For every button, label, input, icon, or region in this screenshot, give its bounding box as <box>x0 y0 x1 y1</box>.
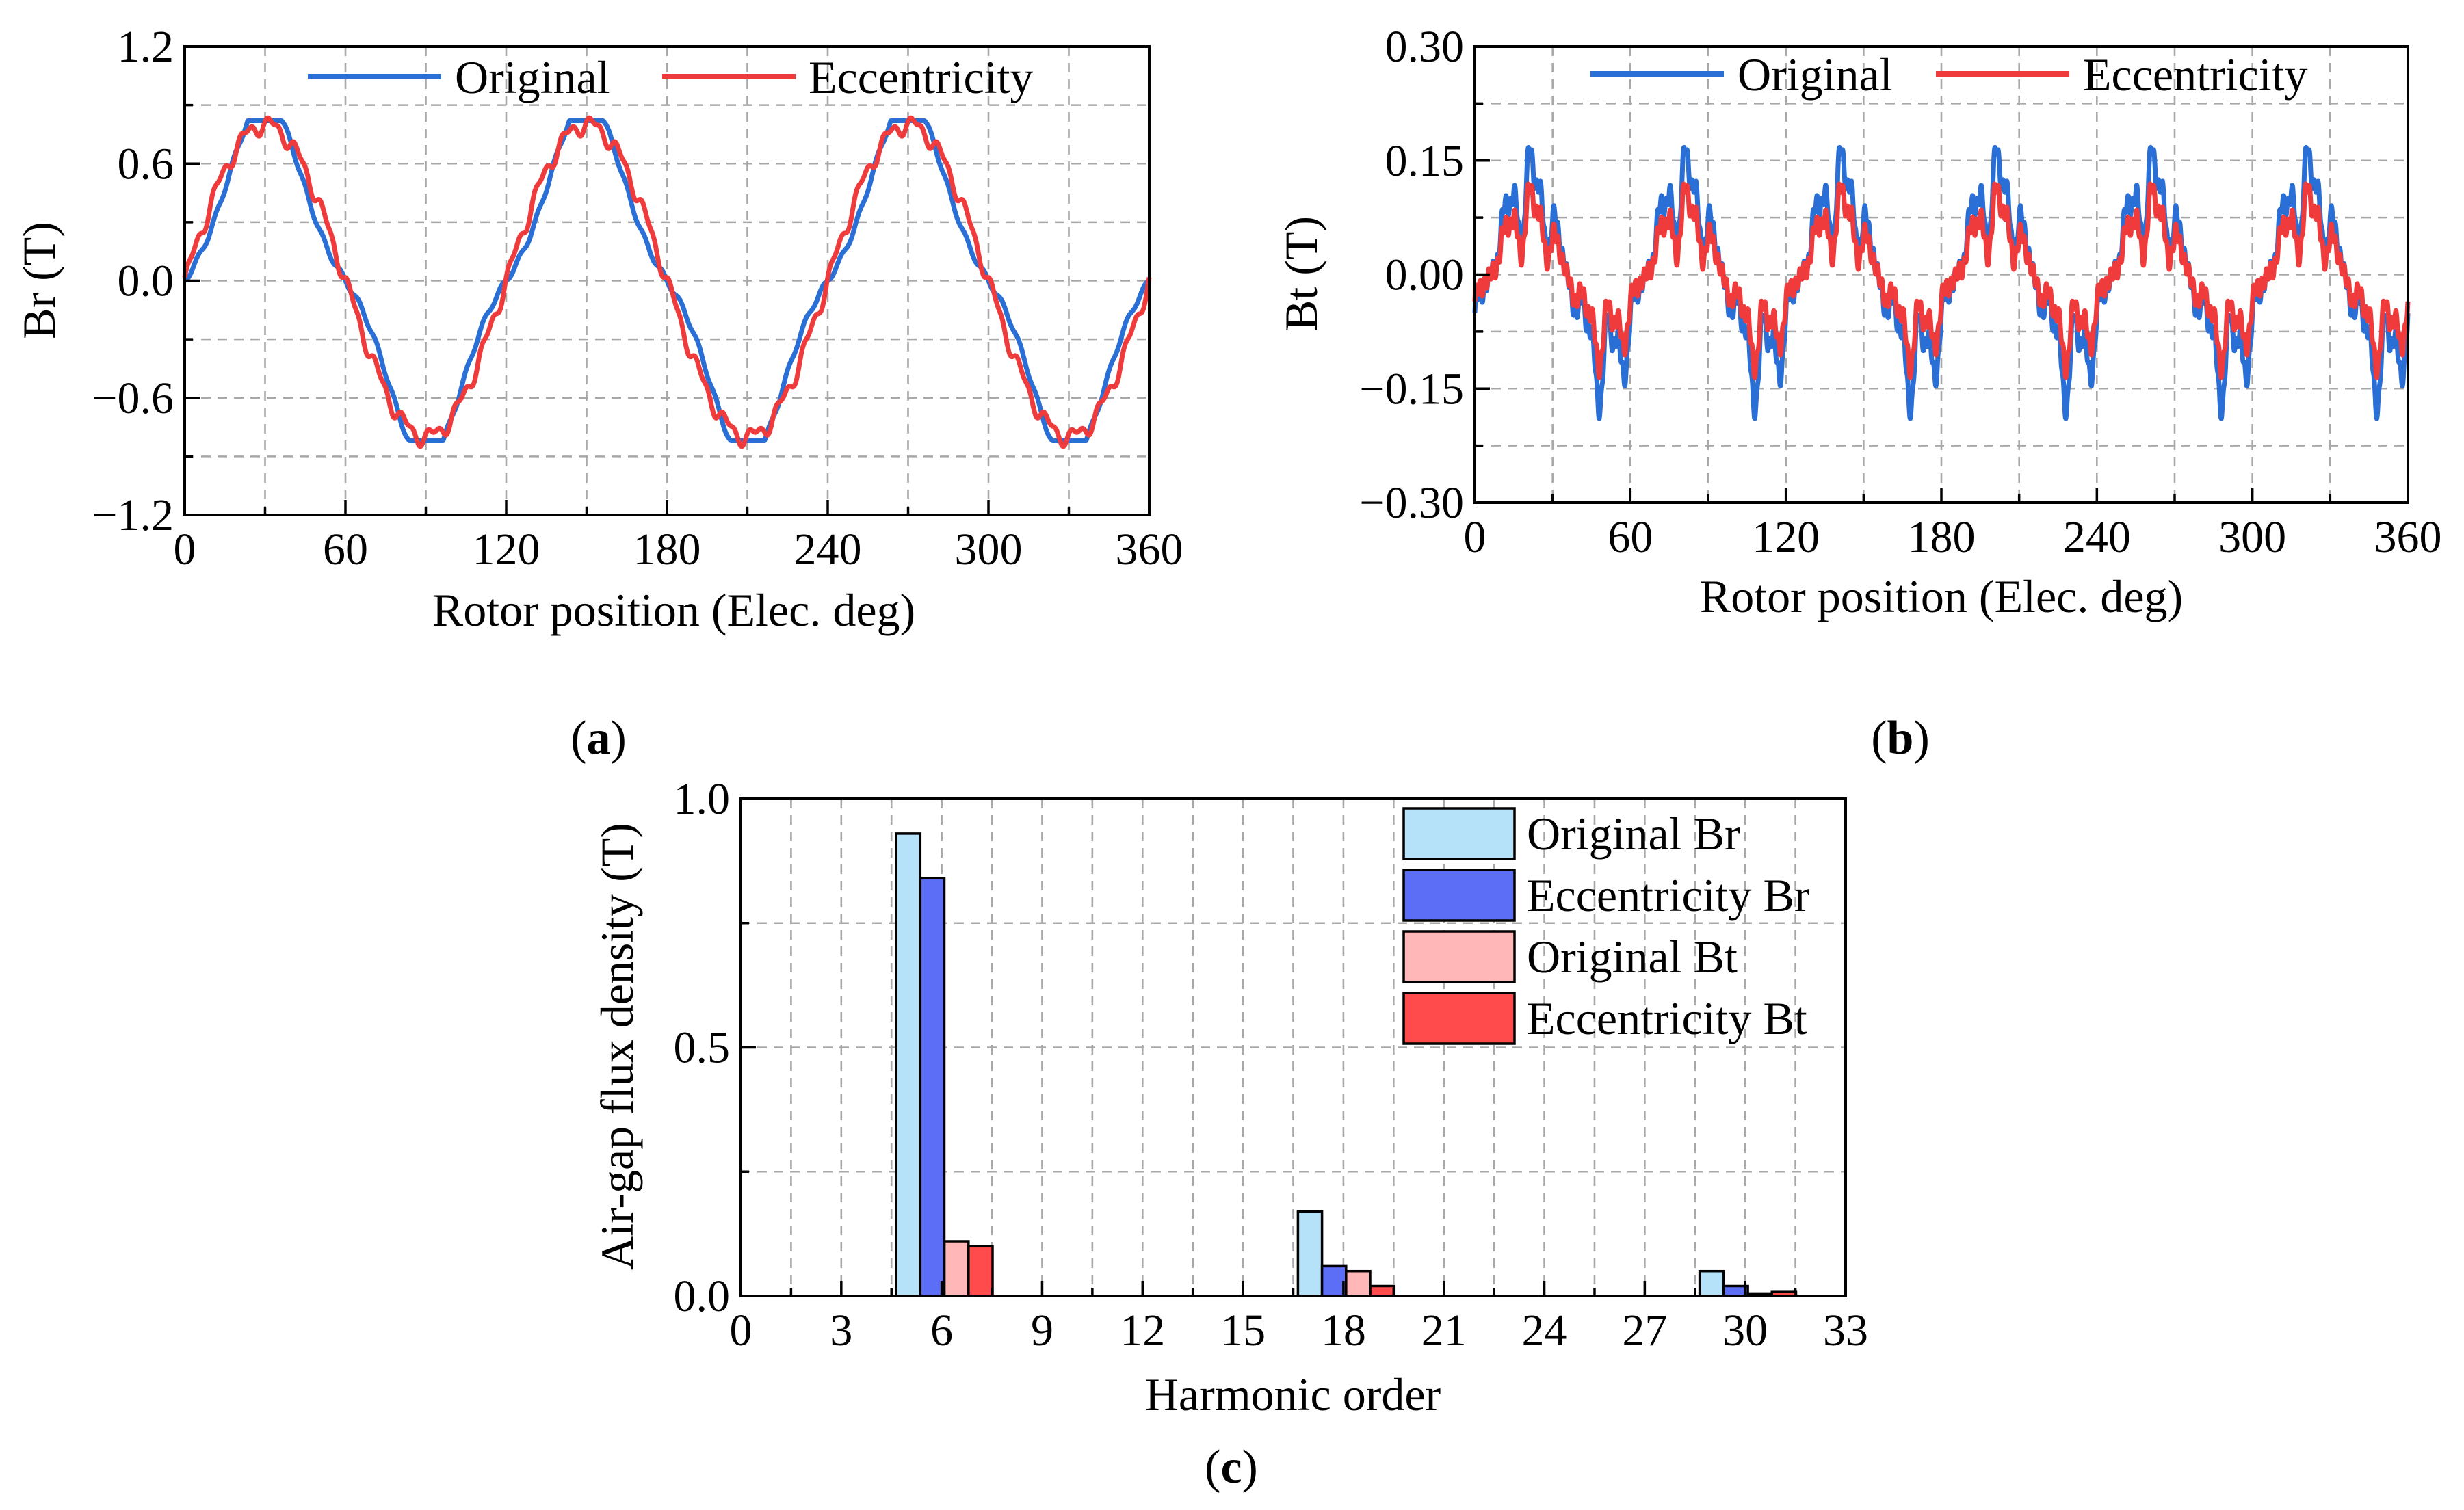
a-xtick-label: 120 <box>473 525 540 574</box>
b-xtick-label: 120 <box>1752 512 1820 562</box>
b-xtick-label: 240 <box>2063 512 2131 562</box>
panel-a-chart: 0 60 120 180 240 300 360 −1.2 −0.6 0.0 0.6 1.2 Br (… <box>13 22 1183 765</box>
a-legend-eccentricity-label: Eccentricity <box>809 51 1033 103</box>
a-xtick-label: 60 <box>323 525 368 574</box>
b-ytick-label: −0.15 <box>1359 364 1464 414</box>
c-xtick-label: 12 <box>1120 1306 1165 1355</box>
c-bar-original-br-h29 <box>1698 1269 1725 1297</box>
c-bar-eccentricity-bt-h17 <box>1369 1284 1396 1297</box>
c-ticks: 0 3 6 9 12 15 18 21 24 27 30 33 0.0 0.5 1.0 <box>674 774 1869 1355</box>
a-legend: Original Eccentricity <box>308 51 1033 103</box>
b-series-group <box>1472 144 2411 421</box>
c-xlabel: Harmonic order <box>1145 1368 1441 1420</box>
c-ytick-label: 0.5 <box>674 1023 731 1073</box>
c-legend-original-bt-label: Original Bt <box>1527 931 1738 983</box>
c-legend-original-bt-swatch <box>1402 930 1516 983</box>
a-xtick-label: 0 <box>174 525 196 574</box>
c-legend-eccentricity-bt-swatch <box>1402 992 1516 1045</box>
b-ticks: 0 60 120 180 240 300 360 −0.30 −0.15 0.00 0.15 0.30 <box>1359 22 2441 562</box>
b-ytick-label: −0.30 <box>1359 478 1464 528</box>
a-ytick-label: 0.6 <box>118 139 174 189</box>
c-bar-original-bt-h5 <box>943 1240 970 1297</box>
c-ytick-label: 1.0 <box>674 774 731 824</box>
c-legend-eccentricity-br-swatch <box>1402 869 1516 922</box>
b-legend-original-label: Original <box>1738 49 1893 101</box>
panel-b-chart: 0 60 120 180 240 300 360 −0.30 −0.15 0.00 0.15 0.30… <box>1275 22 2442 765</box>
c-legend-original-br-label: Original Br <box>1527 808 1740 860</box>
a-xtick-label: 180 <box>633 525 701 574</box>
c-xtick-label: 3 <box>830 1306 852 1355</box>
c-bar-eccentricity-br-h5 <box>919 877 946 1297</box>
c-legend-original-br-swatch <box>1402 807 1516 860</box>
c-caption-letter: c <box>1220 1441 1242 1494</box>
b-legend: Original Eccentricity <box>1590 49 2307 101</box>
b-ytick-label: 0.00 <box>1385 250 1465 300</box>
c-bars-group <box>895 832 1798 1297</box>
b-xtick-label: 0 <box>1464 512 1486 562</box>
b-ytick-label: 0.30 <box>1385 22 1465 72</box>
a-series-group <box>182 115 1152 449</box>
b-legend-eccentricity-label: Eccentricity <box>2083 49 2307 101</box>
c-xtick-label: 15 <box>1220 1306 1266 1355</box>
c-xtick-label: 30 <box>1722 1306 1768 1355</box>
c-legend: Original Br Eccentricity Br Original Bt … <box>1402 807 1810 1045</box>
c-xtick-label: 9 <box>1031 1306 1053 1355</box>
panel-c-chart: 0 3 6 9 12 15 18 21 24 27 30 33 0.0 0.5 1.0 Air-gap fl… <box>591 774 1868 1494</box>
a-xtick-label: 300 <box>955 525 1023 574</box>
a-xlabel: Rotor position (Elec. deg) <box>432 584 915 636</box>
c-xtick-label: 21 <box>1421 1306 1467 1355</box>
b-xtick-label: 60 <box>1608 512 1653 562</box>
c-legend-eccentricity-bt-label: Eccentricity Bt <box>1527 992 1807 1044</box>
c-legend-eccentricity-br-label: Eccentricity Br <box>1527 869 1810 921</box>
c-caption: (c) <box>1205 1441 1258 1494</box>
a-caption-letter: a <box>587 712 611 765</box>
c-bar-eccentricity-bt-h5 <box>967 1245 994 1297</box>
b-xtick-label: 360 <box>2374 512 2442 562</box>
a-series-eccentricity-line <box>182 115 1152 449</box>
c-xtick-label: 33 <box>1823 1306 1868 1355</box>
c-xtick-label: 24 <box>1522 1306 1567 1355</box>
b-xtick-label: 300 <box>2218 512 2286 562</box>
b-caption: (b) <box>1871 712 1930 765</box>
c-xtick-label: 0 <box>730 1306 752 1355</box>
b-ylabel: Bt (T) <box>1275 216 1327 331</box>
a-ytick-label: −1.2 <box>92 490 174 540</box>
c-xtick-label: 27 <box>1622 1306 1667 1355</box>
a-ytick-label: −0.6 <box>92 373 174 423</box>
b-series-eccentricity-line <box>1472 181 2411 380</box>
c-ytick-label: 0.0 <box>674 1271 731 1321</box>
a-ylabel: Br (T) <box>13 222 65 339</box>
a-caption: (a) <box>571 712 627 765</box>
c-bar-original-bt-h17 <box>1345 1269 1372 1297</box>
c-bar-original-br-h17 <box>1296 1210 1324 1297</box>
a-ytick-label: 1.2 <box>118 22 174 72</box>
c-bar-original-br-h5 <box>895 832 922 1297</box>
c-xtick-label: 6 <box>930 1306 953 1355</box>
b-caption-letter: b <box>1887 712 1914 765</box>
a-xtick-label: 360 <box>1116 525 1183 574</box>
b-xtick-label: 180 <box>1908 512 1976 562</box>
b-gridlines <box>1475 47 2408 503</box>
a-ticks: 0 60 120 180 240 300 360 −1.2 −0.6 0.0 0.6 1.2 <box>92 22 1183 574</box>
c-ylabel: Air-gap flux density (T) <box>591 823 643 1270</box>
a-ytick-label: 0.0 <box>118 256 174 306</box>
a-legend-original-label: Original <box>455 51 610 103</box>
b-ytick-label: 0.15 <box>1385 136 1465 186</box>
b-xlabel: Rotor position (Elec. deg) <box>1700 570 2183 622</box>
a-xtick-label: 240 <box>794 525 862 574</box>
c-xtick-label: 18 <box>1321 1306 1366 1355</box>
